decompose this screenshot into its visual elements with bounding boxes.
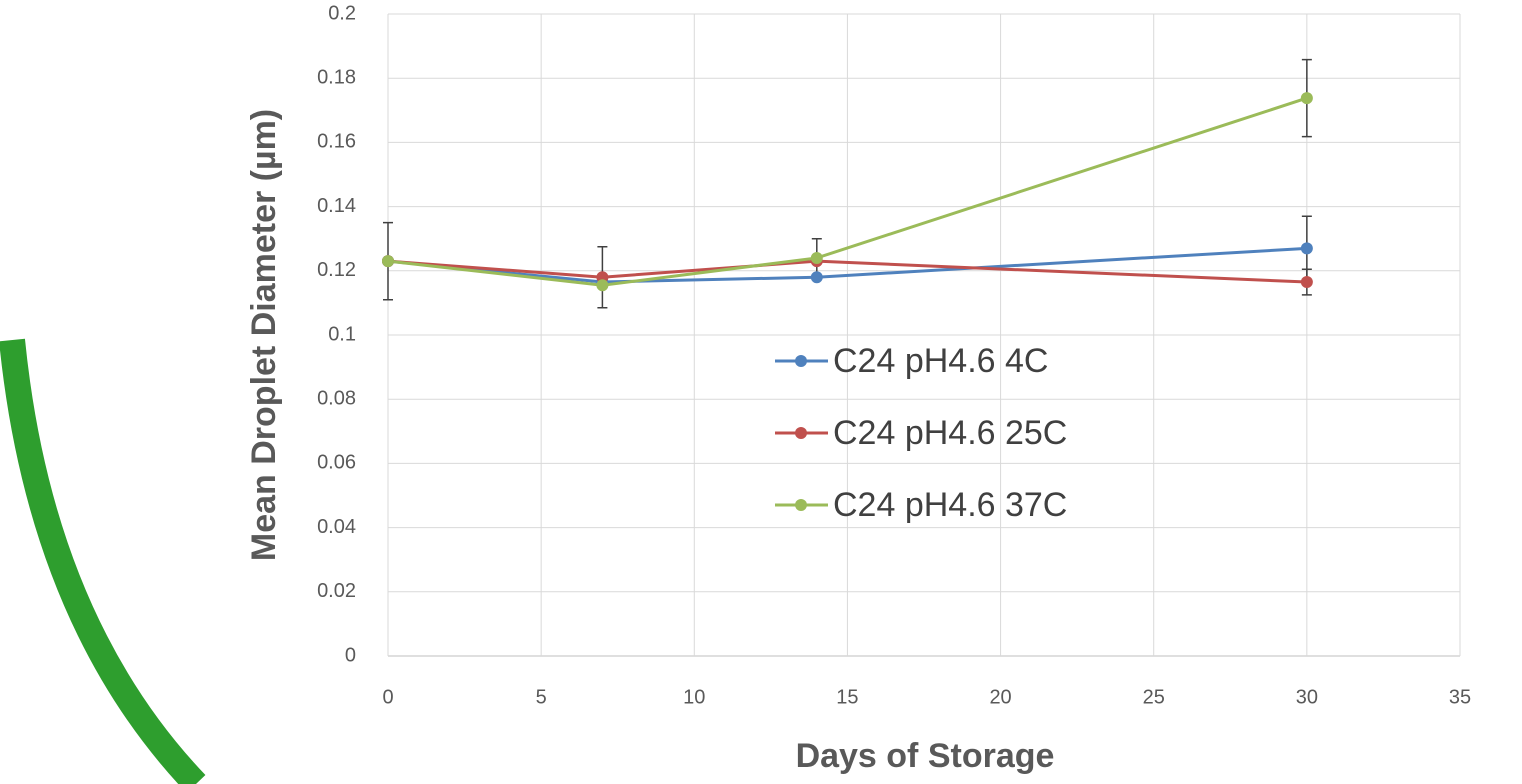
legend-label: C24 pH4.6 4C: [833, 342, 1048, 380]
y-tick-label: 0.2: [328, 2, 356, 24]
decorative-arc: [0, 338, 206, 784]
x-tick-label: 30: [1296, 686, 1318, 708]
y-tick-label: 0.08: [317, 387, 356, 409]
x-tick-label: 5: [536, 686, 547, 708]
y-tick-label: 0.1: [328, 323, 356, 345]
x-axis-title: Days of Storage: [796, 737, 1055, 775]
x-tick-label: 0: [382, 686, 393, 708]
point: [810, 271, 823, 284]
x-tick-label: 15: [836, 686, 858, 708]
y-tick-label: 0.04: [317, 516, 356, 538]
y-axis-title: Mean Droplet Diameter (µm): [245, 109, 283, 561]
legend-marker: [795, 427, 807, 439]
series-line: [387, 259, 1307, 284]
y-tick-label: 0.16: [317, 131, 356, 153]
series-line: [387, 246, 1307, 284]
legend-marker: [795, 355, 807, 367]
y-tick-label: 0.02: [317, 580, 356, 602]
series-line: [387, 96, 1308, 287]
point: [1300, 242, 1313, 255]
point: [1300, 276, 1313, 289]
legend-marker: [795, 499, 807, 511]
point: [596, 279, 609, 292]
y-tick-label: 0: [345, 644, 356, 666]
point: [382, 255, 394, 268]
point: [810, 251, 823, 264]
y-tick-label: 0.12: [317, 259, 356, 281]
legend-label: C24 pH4.6 37C: [833, 486, 1067, 524]
y-tick-label: 0.14: [317, 195, 356, 217]
y-tick-label: 0.18: [317, 66, 356, 88]
x-tick-label: 10: [683, 686, 705, 708]
point: [1300, 92, 1313, 105]
x-tick-label: 35: [1449, 686, 1471, 708]
x-tick-label: 20: [989, 686, 1011, 708]
x-tick-label: 25: [1143, 686, 1165, 708]
legend-label: C24 pH4.6 25C: [833, 414, 1067, 452]
y-tick-label: 0.06: [317, 452, 356, 474]
